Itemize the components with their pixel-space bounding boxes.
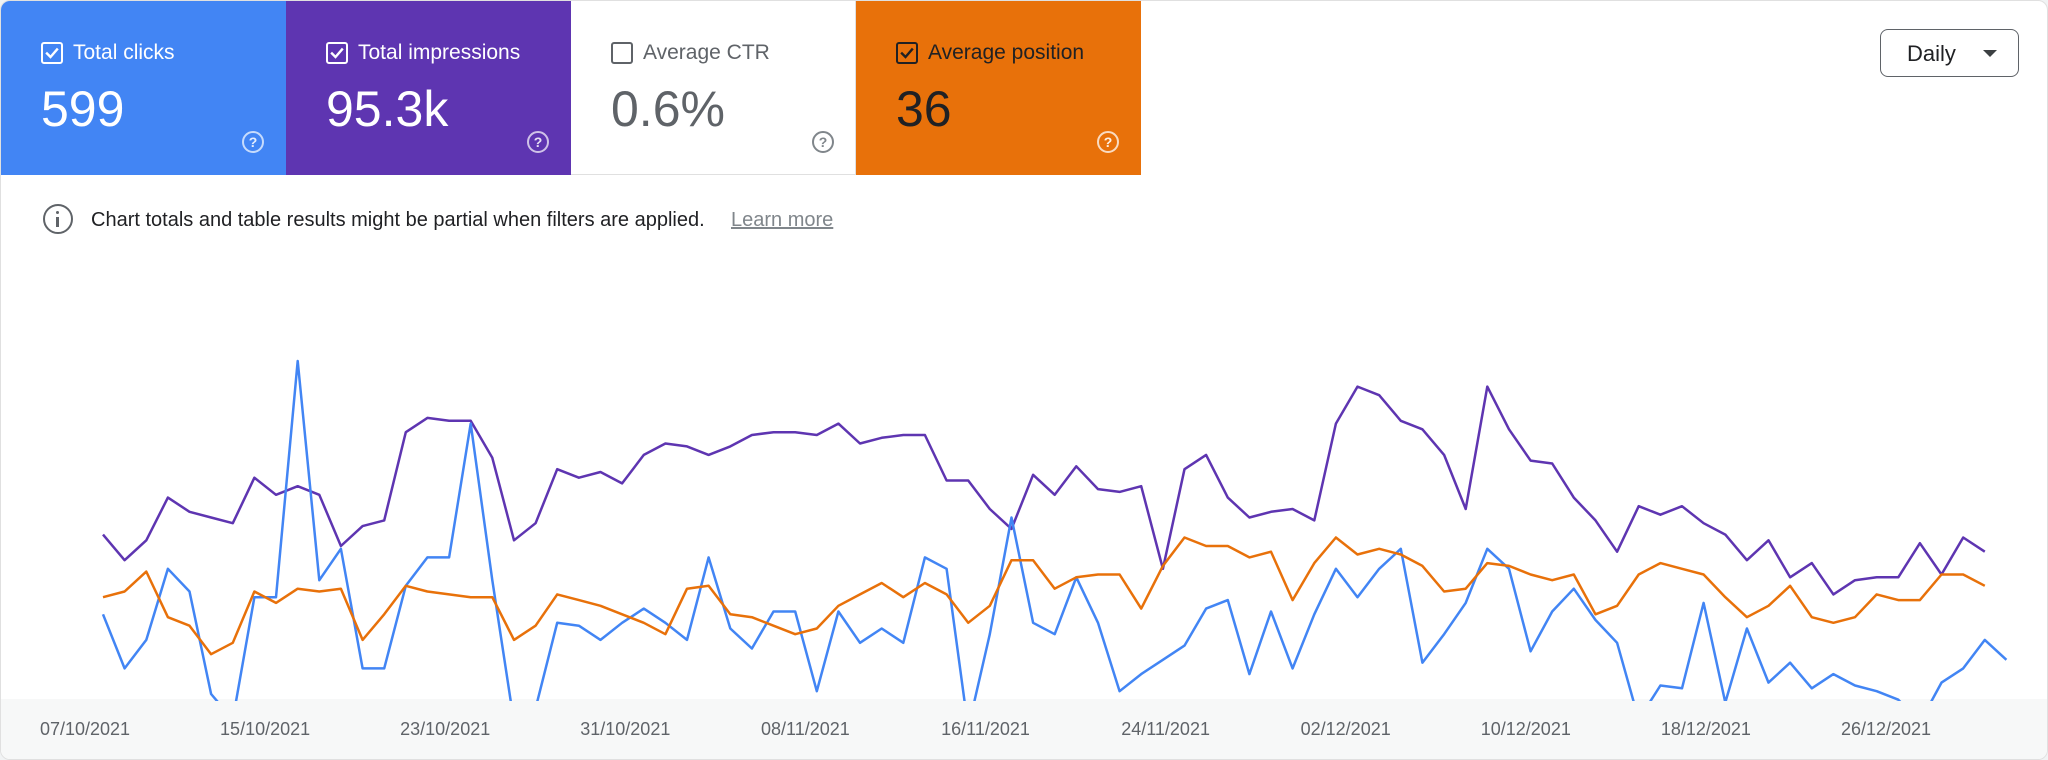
metric-cards: Total clicks 599 ? Total impressions 95.… <box>1 1 1141 175</box>
metric-label: Average position <box>928 41 1085 64</box>
help-icon[interactable]: ? <box>242 131 264 153</box>
metric-card-average-position[interactable]: Average position 36 ? <box>856 1 1141 175</box>
x-axis-band <box>1 699 2047 759</box>
metric-card-average-ctr[interactable]: Average CTR 0.6% ? <box>571 1 856 175</box>
granularity-label: Daily <box>1907 41 1956 66</box>
checkbox-checked-icon[interactable] <box>326 42 348 64</box>
metric-value: 599 <box>41 81 125 137</box>
series-line-1 <box>101 359 2008 701</box>
learn-more-link[interactable]: Learn more <box>731 209 834 231</box>
metric-card-total-impressions[interactable]: Total impressions 95.3k ? <box>286 1 571 175</box>
metric-label: Average CTR <box>643 41 770 64</box>
metric-value: 36 <box>896 81 952 137</box>
arrow-drop-down-icon <box>1983 50 1997 57</box>
checkbox-unchecked-icon[interactable] <box>611 42 633 64</box>
metric-value: 95.3k <box>326 81 449 137</box>
checkbox-checked-icon[interactable] <box>896 42 918 64</box>
help-icon[interactable]: ? <box>527 131 549 153</box>
performance-chart <box>101 359 2008 701</box>
series-line-2 <box>102 536 1986 656</box>
info-icon <box>43 204 73 234</box>
checkbox-checked-icon[interactable] <box>41 42 63 64</box>
help-icon[interactable]: ? <box>1097 131 1119 153</box>
notice-text: Chart totals and table results might be … <box>91 209 705 231</box>
metric-label: Total impressions <box>358 41 521 64</box>
metric-value: 0.6% <box>611 81 725 137</box>
series-line-0 <box>102 385 1986 596</box>
granularity-dropdown[interactable]: Daily <box>1880 29 2019 77</box>
metric-label: Total clicks <box>73 41 175 64</box>
help-icon[interactable]: ? <box>812 131 834 153</box>
metric-card-total-clicks[interactable]: Total clicks 599 ? <box>1 1 286 175</box>
